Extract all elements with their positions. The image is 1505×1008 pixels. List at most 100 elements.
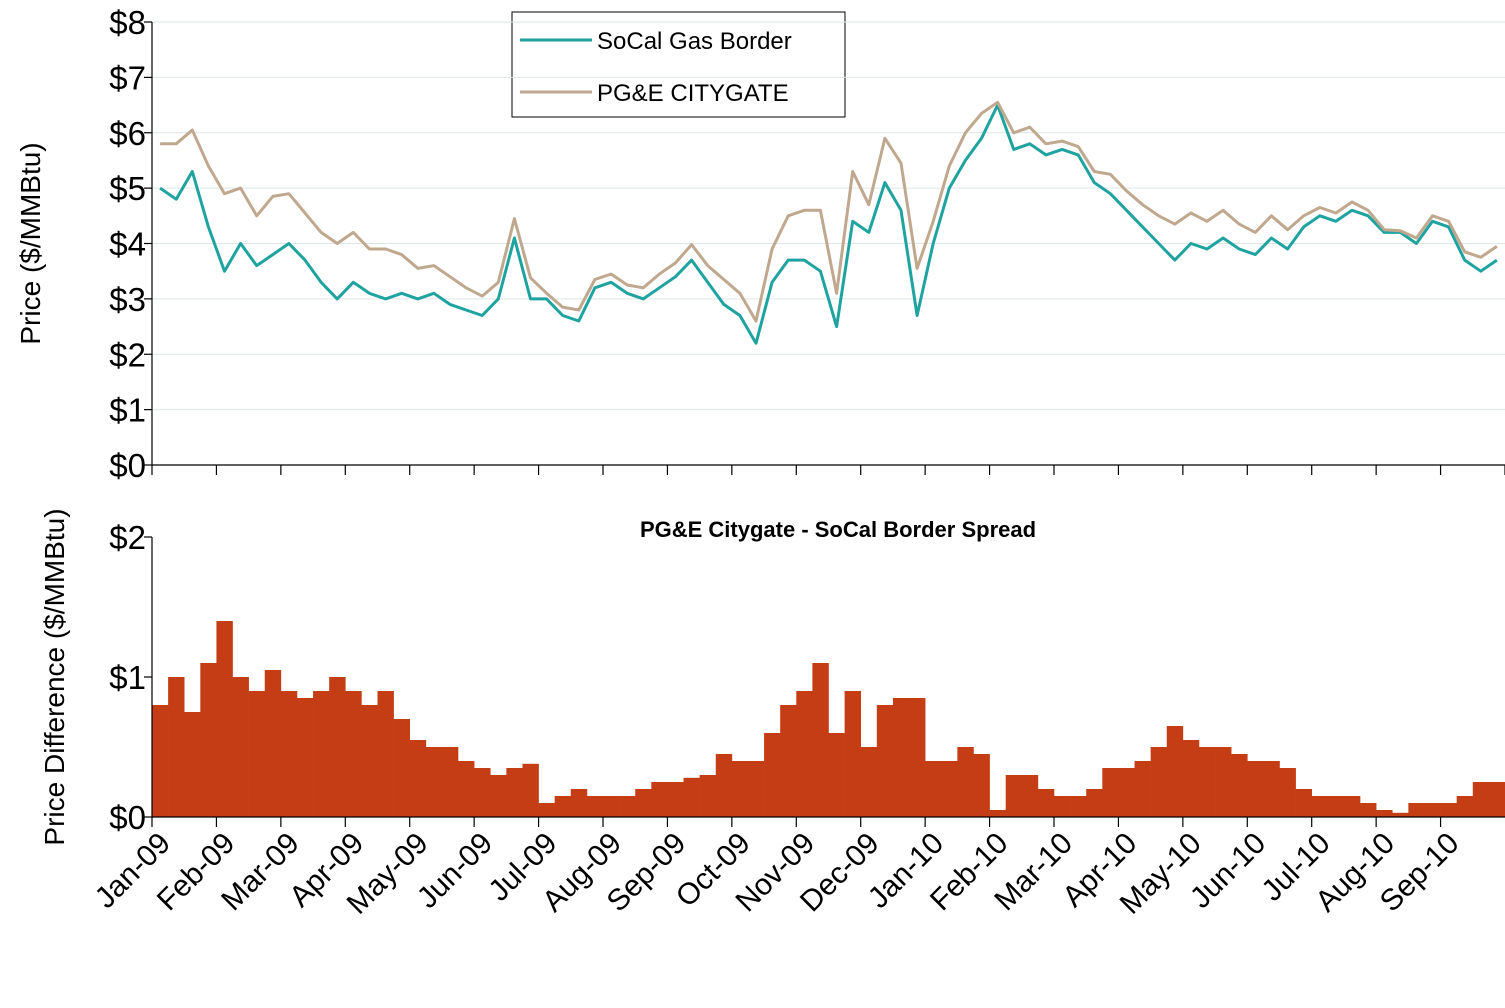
legend-label: PG&E CITYGATE [597,80,789,107]
bar [264,670,282,817]
bar [522,763,539,817]
bar [425,747,443,817]
bar [1037,789,1055,817]
bar [1005,775,1023,817]
bar [200,663,217,817]
y-tick-label: $6 [109,115,146,152]
y-tick-label: $2 [109,519,146,556]
bar [280,691,298,817]
bar [570,789,588,817]
bar [1440,803,1457,817]
bar [1134,761,1151,817]
bar [699,775,717,817]
bar [248,691,266,817]
y-tick-label: $0 [109,799,146,836]
line-series [160,100,1498,323]
bar [554,796,572,817]
bar [603,796,620,817]
bar [619,796,636,817]
y-tick-label: $8 [109,4,146,41]
bar [828,733,845,817]
bar [313,691,330,817]
bar [506,768,523,817]
legend-box [511,11,846,118]
y-tick-label: $1 [109,392,146,429]
bar [796,691,813,817]
bar [764,733,781,817]
bar [1118,768,1135,817]
bar [1295,789,1313,817]
bar [152,705,169,817]
bar [892,698,910,817]
bar [909,698,926,817]
y-axis-title: Price Difference ($/MMBtu) [39,508,70,845]
bar [232,677,249,817]
bar [168,677,185,817]
bar [296,698,314,817]
bar [1376,810,1393,817]
bar [1215,747,1232,817]
bar [1021,775,1039,817]
bar [1392,812,1409,817]
bar [216,621,233,817]
bar [329,677,346,817]
bar [1263,761,1280,817]
bar [1231,754,1248,817]
bar [667,782,684,817]
bar [538,803,555,817]
line-series [159,103,1498,345]
bar [361,705,378,817]
y-tick-label: $0 [109,447,146,484]
y-tick-label: $2 [109,336,146,373]
bar [1311,796,1329,817]
bar [1086,789,1103,817]
bar [1408,803,1425,817]
bar [1102,768,1119,817]
bar [941,761,958,817]
y-axis-title: Price ($/MMBtu) [15,142,46,344]
bar [780,705,797,817]
y-tick-label: $7 [109,59,146,96]
legend-label: SoCal Gas Border [597,28,792,55]
bar [1343,796,1361,817]
y-tick-label: $1 [109,659,146,696]
bar [441,747,459,817]
y-tick-label: $4 [109,226,146,263]
bar [474,768,491,817]
bar [1182,740,1200,817]
bar [989,810,1006,817]
bar [393,719,411,817]
bar [1070,796,1087,817]
bar [458,761,475,817]
bar [1198,747,1216,817]
bar [1472,782,1490,817]
y-tick-label: $3 [109,281,146,318]
bar [586,796,604,817]
bar [1054,796,1071,817]
bar [812,663,829,817]
bar [1166,726,1184,817]
bar [925,761,942,817]
bar [1279,768,1296,817]
bar [1360,803,1377,817]
bar [1150,747,1168,817]
bar [731,761,749,817]
y-tick-label: $5 [109,170,146,207]
bar [973,754,990,817]
bar [957,747,974,817]
bar [651,782,668,817]
bar [635,789,652,817]
bar [715,754,733,817]
bar [876,705,894,817]
bar [1327,796,1345,817]
bar [860,747,878,817]
bar [1456,796,1474,817]
bar [377,691,394,817]
bar [747,761,765,817]
bar [683,777,700,817]
bar [345,691,362,817]
bar [1488,782,1505,817]
bar [844,691,862,817]
bar [409,740,427,817]
